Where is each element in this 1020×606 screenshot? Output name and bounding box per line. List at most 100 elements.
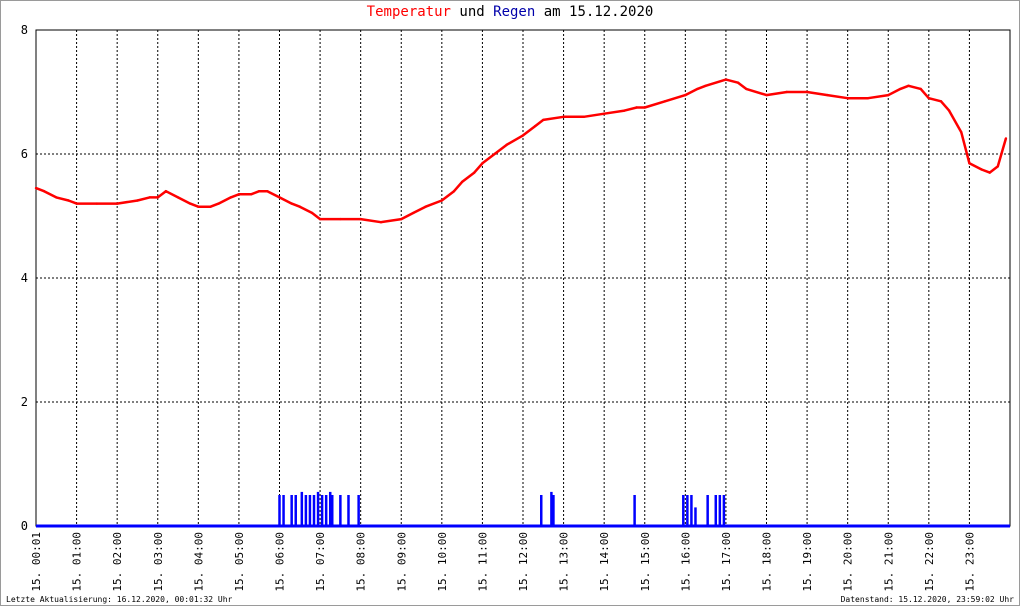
temperature-point bbox=[562, 115, 565, 119]
x-tick-label: 15. 08:00 bbox=[355, 532, 368, 592]
temperature-line bbox=[35, 78, 1008, 224]
x-tick-label: 15. 13:00 bbox=[558, 532, 571, 592]
temperature-point bbox=[533, 124, 537, 128]
temperature-point bbox=[481, 162, 484, 165]
temperature-point bbox=[785, 90, 788, 94]
x-tick-label: 15. 11:00 bbox=[476, 532, 489, 592]
temperature-point bbox=[907, 84, 910, 88]
temperature-point bbox=[237, 193, 241, 196]
temperature-point bbox=[826, 93, 829, 97]
temperature-point bbox=[684, 93, 687, 97]
temperature-point bbox=[258, 190, 261, 193]
temperature-point bbox=[988, 171, 991, 174]
temperature-point bbox=[217, 202, 220, 205]
temperature-point bbox=[452, 190, 456, 193]
temperature-point bbox=[927, 97, 931, 100]
temperature-point bbox=[67, 199, 70, 202]
x-tick-label: 15. 22:00 bbox=[923, 532, 936, 592]
temperature-point bbox=[359, 217, 362, 221]
temperature-point bbox=[136, 199, 139, 202]
temperature-point bbox=[189, 202, 192, 205]
y-tick-label: 8 bbox=[21, 23, 28, 37]
temperature-point bbox=[460, 180, 464, 184]
x-tick-label: 15. 10:00 bbox=[436, 532, 449, 592]
temperature-point bbox=[156, 196, 159, 199]
temperature-point bbox=[521, 134, 525, 137]
temperature-point bbox=[602, 112, 606, 115]
temperature-point bbox=[176, 196, 180, 199]
temperature-point bbox=[663, 100, 667, 103]
x-tick-label: 15. 09:00 bbox=[395, 532, 408, 592]
temperature-point bbox=[400, 217, 403, 221]
x-tick-label: 15. 01:00 bbox=[71, 532, 84, 592]
x-tick-label: 15. 04:00 bbox=[192, 532, 205, 592]
temperature-point bbox=[440, 199, 444, 202]
temperature-point bbox=[968, 162, 971, 165]
temperature-point bbox=[115, 202, 119, 205]
temperature-point bbox=[290, 202, 293, 205]
temperature-point bbox=[947, 109, 951, 112]
x-tick-label: 15. 14:00 bbox=[598, 532, 611, 592]
x-tick-label: 15. 17:00 bbox=[720, 532, 733, 592]
temperature-point bbox=[278, 196, 281, 199]
temperature-point bbox=[75, 202, 78, 205]
temperature-point bbox=[318, 217, 322, 221]
temperature-point bbox=[724, 78, 728, 81]
title-date: 15.12.2020 bbox=[569, 4, 654, 20]
x-tick-label: 15. 21:00 bbox=[882, 532, 895, 592]
title-am-word: am bbox=[543, 4, 561, 20]
temperature-point bbox=[960, 131, 963, 134]
temperature-point bbox=[42, 190, 46, 193]
temperature-point bbox=[745, 87, 748, 91]
temperature-point bbox=[542, 118, 545, 122]
temperature-point bbox=[197, 205, 200, 208]
x-tick-label: 15. 05:00 bbox=[233, 532, 246, 592]
x-tick-label: 15. 19:00 bbox=[801, 532, 814, 592]
temperature-point bbox=[899, 87, 902, 91]
temperature-point bbox=[379, 221, 383, 224]
temperature-point bbox=[473, 171, 476, 174]
temperature-point bbox=[805, 90, 809, 94]
title-rain-word: Regen bbox=[493, 4, 536, 20]
x-tick-label: 15. 06:00 bbox=[274, 532, 287, 592]
x-tick-label: 15. 18:00 bbox=[761, 532, 774, 592]
temperature-point bbox=[34, 186, 38, 190]
temperature-point bbox=[209, 205, 212, 208]
temperature-point bbox=[765, 93, 768, 97]
temperature-point bbox=[980, 168, 983, 171]
x-tick-label: 15. 00:01 bbox=[30, 532, 43, 592]
footer-data-timestamp: Datenstand: 15.12.2020, 23:59:02 Uhr bbox=[840, 595, 1014, 604]
x-tick-label: 15. 15:00 bbox=[639, 532, 652, 592]
temperature-point bbox=[95, 202, 99, 205]
temperature-point bbox=[229, 196, 232, 199]
temperature-point bbox=[164, 190, 168, 193]
y-tick-label: 2 bbox=[21, 395, 28, 409]
y-tick-label: 4 bbox=[21, 271, 28, 285]
temperature-point bbox=[424, 205, 427, 208]
temperature-point bbox=[148, 196, 151, 199]
x-tick-label: 15. 20:00 bbox=[842, 532, 855, 592]
temperature-point bbox=[298, 205, 301, 208]
title-temperature-word: Temperatur bbox=[366, 4, 451, 20]
temperature-point bbox=[493, 152, 496, 156]
temperature-point bbox=[696, 87, 699, 91]
temperature-point bbox=[249, 193, 253, 196]
x-tick-label: 15. 16:00 bbox=[679, 532, 692, 592]
temperature-point bbox=[736, 81, 740, 84]
x-tick-label: 15. 02:00 bbox=[111, 532, 124, 592]
temperature-point bbox=[939, 100, 943, 103]
temperature-point bbox=[887, 93, 890, 97]
temperature-point bbox=[704, 84, 707, 88]
temperature-point bbox=[412, 211, 415, 215]
temperature-point bbox=[996, 165, 1000, 168]
footer-last-update: Letzte Aktualisierung: 16.12.2020, 00:01… bbox=[6, 595, 233, 604]
temperature-point bbox=[55, 196, 58, 199]
temperature-point bbox=[582, 115, 586, 119]
temperature-point bbox=[643, 106, 646, 109]
chart-title: Temperatur und Regen am 15.12.2020 bbox=[0, 4, 1020, 20]
temperature-point bbox=[339, 217, 342, 221]
temperature-point bbox=[866, 97, 870, 100]
x-tick-label: 15. 12:00 bbox=[517, 532, 530, 592]
